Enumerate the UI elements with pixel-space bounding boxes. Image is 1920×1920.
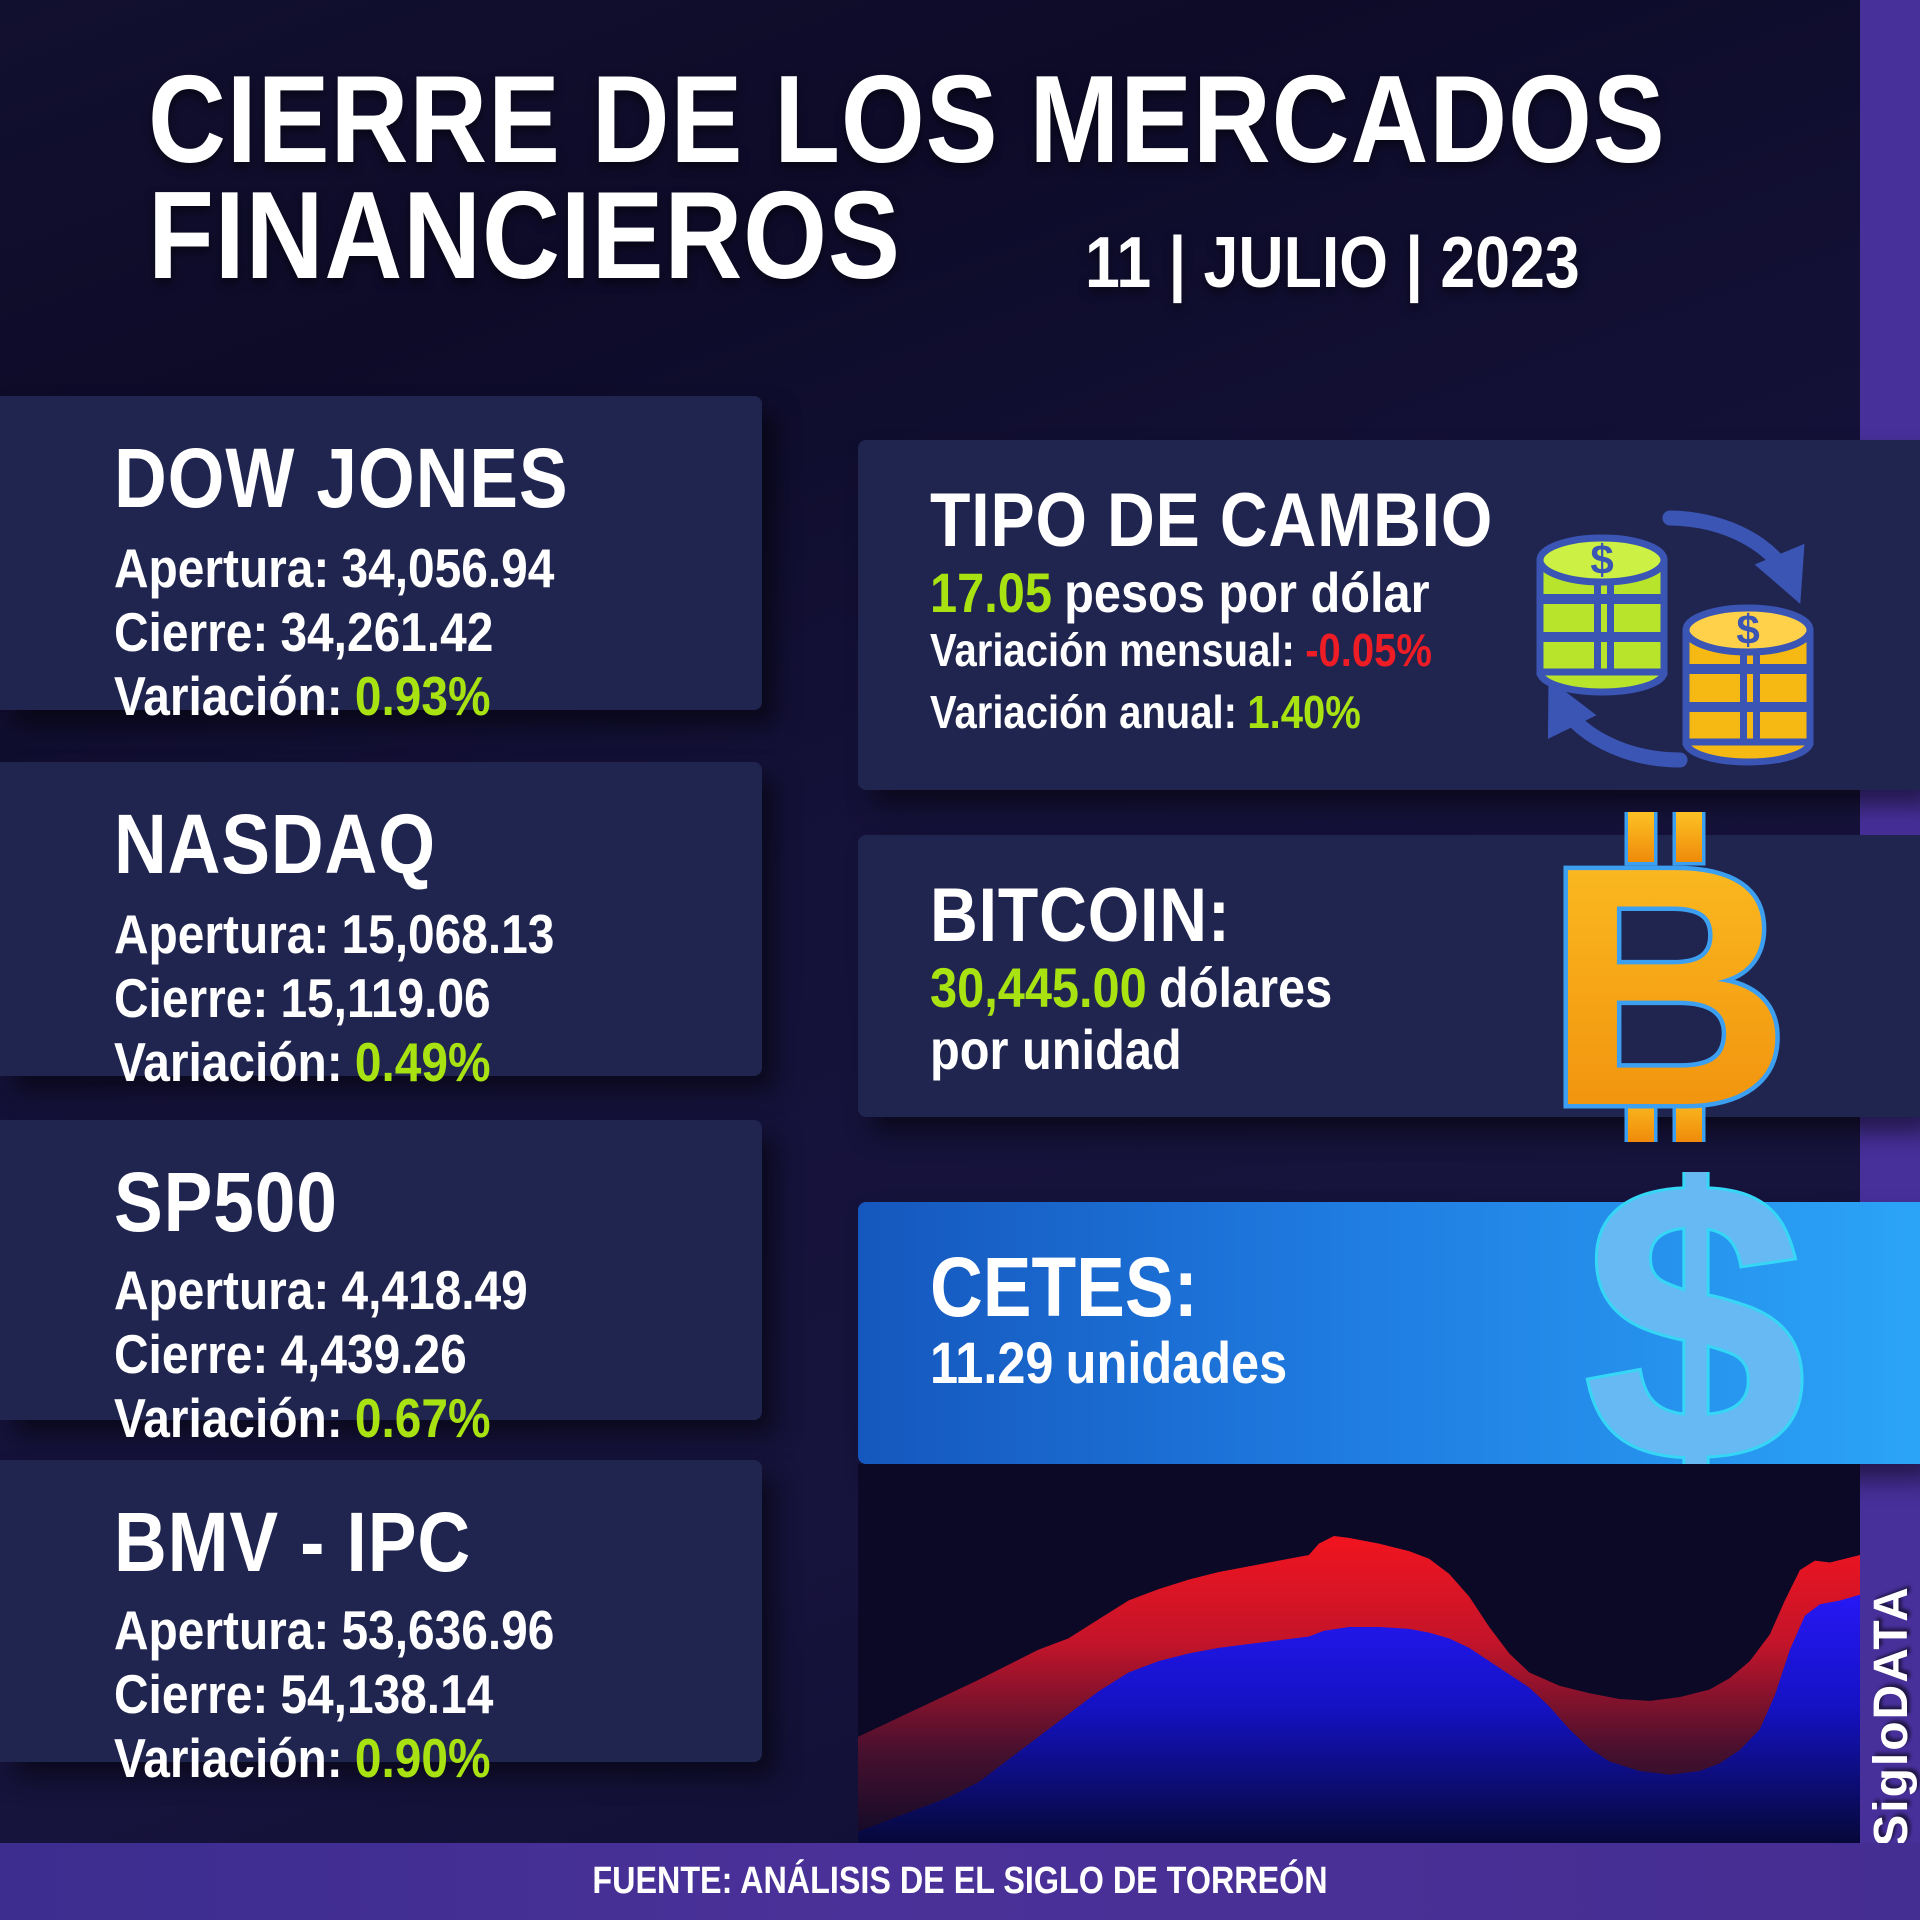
apertura-line: Apertura: 15,068.13	[114, 903, 555, 965]
chart-area-blue	[858, 1594, 1860, 1843]
market-panel-bmv-ipc: BMV - IPC Apertura: 53,636.96 Cierre: 54,1…	[0, 1460, 762, 1789]
dollar-icon: $	[1560, 1095, 1830, 1548]
exchange-rate-value: 17.05	[930, 561, 1052, 624]
cierre-line: Cierre: 15,119.06	[114, 967, 491, 1029]
bitcoin-icon: B	[1500, 793, 1840, 1182]
cierre-value: 34,261.42	[280, 601, 494, 663]
variacion-value: 0.90%	[354, 1727, 491, 1789]
bitcoin-price-value: 30,445.00	[930, 956, 1147, 1019]
variacion-line: Variación: 0.93%	[114, 665, 491, 727]
svg-text:$: $	[1736, 606, 1759, 653]
variacion-line: Variación: 0.90%	[114, 1727, 491, 1789]
apertura-value: 15,068.13	[341, 903, 555, 965]
svg-text:$: $	[1590, 536, 1613, 583]
apertura-line: Apertura: 34,056.94	[114, 537, 555, 599]
coin-stack-gold: $	[1682, 604, 1814, 766]
annual-variation-value: 1.40%	[1247, 686, 1361, 738]
exchange-arrow-bottom	[1547, 678, 1688, 768]
page-title-line2: FINANCIEROS	[148, 167, 901, 305]
cetes-value: 11.29	[930, 1331, 1054, 1396]
cierre-value: 54,138.14	[280, 1663, 494, 1725]
page-title-line1: CIERRE DE LOS MERCADOS	[148, 51, 1666, 189]
header-date: 11 | JULIO | 2023	[1085, 223, 1580, 303]
bitcoin-price-line2: por unidad	[930, 1018, 1182, 1081]
cierre-line: Cierre: 4,439.26	[114, 1323, 467, 1385]
bitcoin-price-line: 30,445.00 dólares	[930, 956, 1333, 1019]
cierre-line: Cierre: 34,261.42	[114, 601, 494, 663]
market-title: SP500	[114, 1155, 338, 1249]
footer-band: FUENTE: ANÁLISIS DE EL SIGLO DE TORREÓN	[0, 1843, 1920, 1920]
brand-vertical-siglodata: SigloDATA	[1865, 1585, 1918, 1847]
source-text: FUENTE: ANÁLISIS DE EL SIGLO DE TORREÓN	[592, 1860, 1328, 1902]
market-panel-nasdaq: NASDAQ Apertura: 15,068.13 Cierre: 15,119.…	[0, 762, 762, 1093]
apertura-value: 4,418.49	[341, 1259, 528, 1321]
cierre-line: Cierre: 54,138.14	[114, 1663, 494, 1725]
bitcoin-panel: BITCOIN: 30,445.00 dólares por unidad	[858, 835, 1920, 1117]
apertura-line: Apertura: 53,636.96	[114, 1599, 555, 1661]
svg-text:B: B	[1545, 812, 1791, 1142]
cierre-value: 4,439.26	[280, 1323, 467, 1385]
market-title: BMV - IPC	[114, 1495, 471, 1589]
market-title: NASDAQ	[114, 797, 436, 891]
variacion-value: 0.67%	[354, 1387, 491, 1449]
cetes-panel: CETES: 11.29 unidades	[858, 1202, 1920, 1464]
page-title: CIERRE DE LOS MERCADOS FINANCIEROS	[148, 51, 1920, 305]
variacion-line: Variación: 0.49%	[114, 1031, 491, 1093]
exchange-title: TIPO DE CAMBIO	[930, 478, 1494, 563]
variacion-value: 0.93%	[354, 665, 491, 727]
cetes-title: CETES:	[930, 1240, 1198, 1334]
exchange-arrow-top	[1662, 510, 1805, 604]
apertura-value: 34,056.94	[341, 537, 555, 599]
variacion-line: Variación: 0.67%	[114, 1387, 491, 1449]
coin-stack-green: $	[1536, 534, 1668, 696]
market-trend-chart	[858, 1464, 1860, 1843]
monthly-variation-line: Variación mensual: -0.05%	[930, 624, 1433, 676]
annual-variation-line: Variación anual: 1.40%	[930, 686, 1361, 738]
market-panel-dow-jones: DOW JONES Apertura: 34,056.94 Cierre: 34,2…	[0, 396, 762, 727]
variacion-value: 0.49%	[354, 1031, 491, 1093]
apertura-line: Apertura: 4,418.49	[114, 1259, 528, 1321]
exchange-rate-line: 17.05 pesos por dólar	[930, 561, 1430, 624]
cierre-value: 15,119.06	[280, 967, 491, 1029]
market-panel-sp500: SP500 Apertura: 4,418.49 Cierre: 4,439.26 …	[0, 1120, 762, 1449]
currency-exchange-icon: $ $	[1510, 492, 1840, 784]
svg-text:$: $	[1584, 1172, 1806, 1502]
apertura-value: 53,636.96	[341, 1599, 555, 1661]
market-title: DOW JONES	[114, 431, 569, 525]
monthly-variation-value: -0.05%	[1305, 624, 1433, 676]
bitcoin-title: BITCOIN:	[930, 873, 1231, 958]
cetes-value-line: 11.29 unidades	[930, 1331, 1288, 1396]
